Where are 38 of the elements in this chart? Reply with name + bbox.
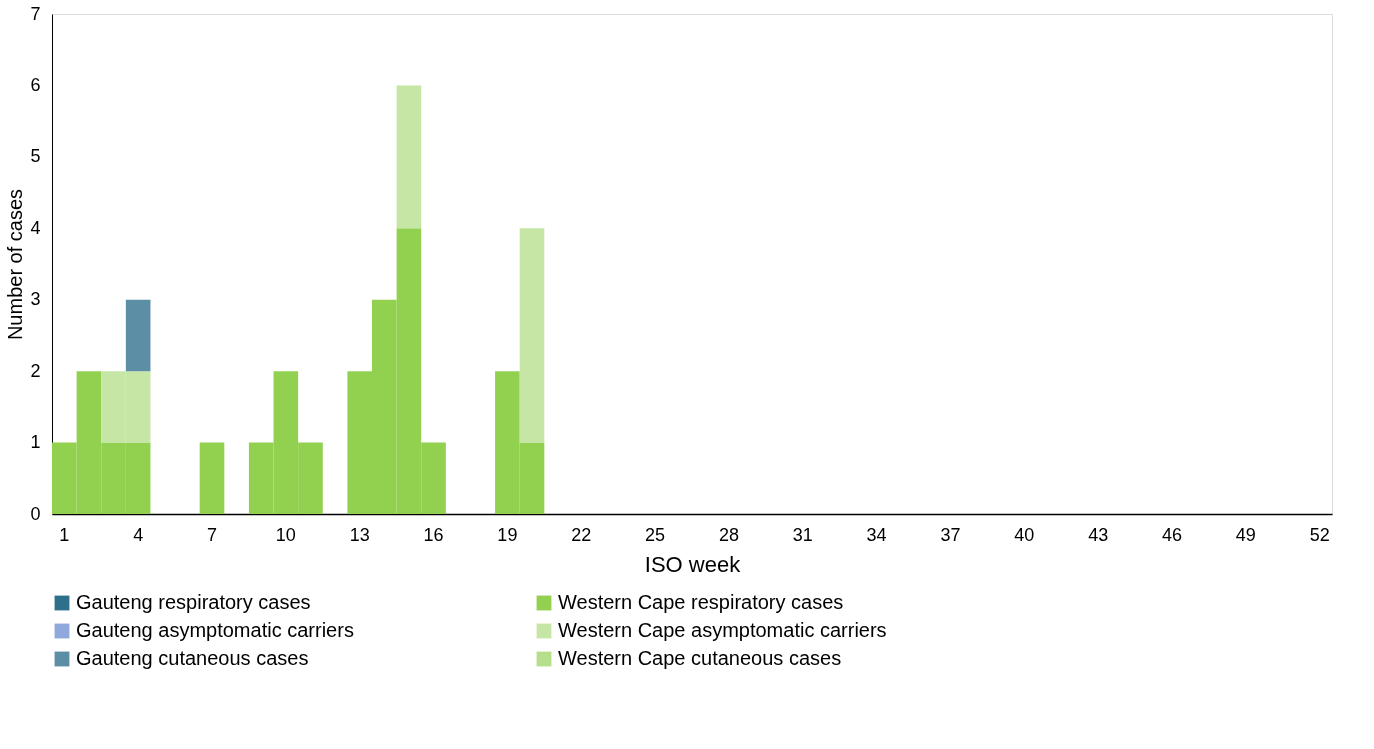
- x-tick-label: 40: [1014, 524, 1035, 545]
- legend-label: Western Cape respiratory cases: [558, 591, 844, 613]
- x-tick-label: 4: [133, 524, 144, 545]
- x-tick-label: 52: [1309, 524, 1330, 545]
- y-axis-title: Number of cases: [4, 188, 27, 341]
- x-tick-label: 19: [497, 524, 518, 545]
- y-tick-label: 7: [30, 3, 41, 24]
- x-tick-label: 49: [1235, 524, 1256, 545]
- y-tick-label: 0: [30, 503, 41, 524]
- x-axis-title: ISO week: [644, 551, 742, 577]
- y-tick-label: 5: [30, 146, 41, 167]
- bar: [396, 85, 422, 229]
- bar: [199, 442, 225, 514]
- x-tick-label: 46: [1161, 524, 1183, 545]
- bar: [519, 228, 545, 443]
- y-tick-label: 1: [30, 432, 41, 453]
- y-tick-label: 3: [30, 289, 41, 310]
- x-tick-label: 22: [571, 524, 592, 545]
- x-tick-label: 1: [59, 524, 70, 545]
- x-tick-label: 34: [866, 524, 887, 545]
- x-tick-label: 13: [349, 524, 370, 545]
- y-tick-label: 4: [30, 217, 41, 238]
- legend-label: Western Cape cutaneous cases: [558, 647, 842, 669]
- x-tick-label: 28: [718, 524, 739, 545]
- bar: [125, 299, 151, 372]
- x-tick-label: 31: [792, 524, 813, 545]
- x-tick-label: 7: [206, 524, 218, 545]
- x-tick-label: 25: [645, 524, 666, 545]
- y-tick-label: 6: [30, 74, 41, 95]
- legend-label: Gauteng respiratory cases: [76, 591, 311, 613]
- x-tick-label: 43: [1088, 524, 1109, 545]
- x-tick-label: 16: [423, 524, 444, 545]
- x-tick-label: 37: [940, 524, 961, 545]
- x-tick-label: 10: [275, 524, 296, 545]
- legend-label: Gauteng cutaneous cases: [76, 647, 309, 669]
- legend-label: Western Cape asymptomatic carriers: [558, 619, 887, 641]
- legend-label: Gauteng asymptomatic carriers: [76, 619, 354, 641]
- y-tick-label: 2: [30, 360, 41, 381]
